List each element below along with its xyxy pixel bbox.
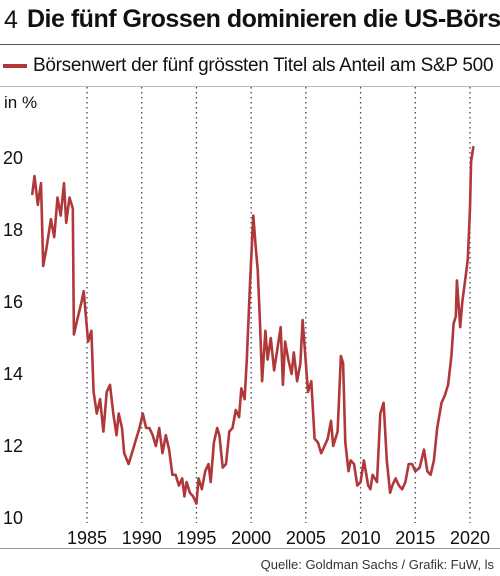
figure-number: 4: [4, 6, 18, 34]
chart-title: Die fünf Grossen dominieren die US-Börse: [27, 5, 500, 33]
x-tick-label: 2020: [450, 528, 490, 548]
source-note: Quelle: Goldman Sachs / Grafik: FuW, ls: [260, 557, 494, 572]
y-tick-label: 10: [3, 508, 23, 528]
x-tick-label: 2010: [341, 528, 381, 548]
legend-entry: Börsenwert der fünf grössten Titel als A…: [33, 55, 494, 76]
y-tick-labels: 10 12 14 16 18 20: [3, 148, 23, 528]
x-tick-label: 1995: [176, 528, 216, 548]
chart-header: 4 Die fünf Grossen dominieren die US-Bör…: [0, 0, 500, 44]
x-tick-label: 2005: [286, 528, 326, 548]
legend-divider: [0, 86, 500, 87]
header-divider: [0, 44, 500, 45]
legend: Börsenwert der fünf grössten Titel als A…: [3, 54, 494, 78]
x-tick-labels: 1985 1990 1995 2000 2005 2010 2015 2020: [67, 528, 490, 548]
y-tick-label: 14: [3, 364, 23, 384]
x-tick-label: 1990: [122, 528, 162, 548]
x-tick-label: 1985: [67, 528, 107, 548]
y-tick-label: 12: [3, 436, 23, 456]
y-tick-label: 20: [3, 148, 23, 168]
legend-swatch: [3, 64, 27, 68]
x-tick-label: 2000: [231, 528, 271, 548]
series-layer: [30, 145, 475, 505]
y-tick-label: 16: [3, 292, 23, 312]
y-tick-label: 18: [3, 220, 23, 240]
line-chart: in % 10 12 14 16 18 20 1985 1990 1995 2000 2005 20…: [0, 87, 500, 549]
y-axis-label: in %: [4, 93, 37, 112]
x-tick-label: 2015: [395, 528, 435, 548]
grid: [86, 87, 471, 523]
series-line: [30, 145, 475, 505]
